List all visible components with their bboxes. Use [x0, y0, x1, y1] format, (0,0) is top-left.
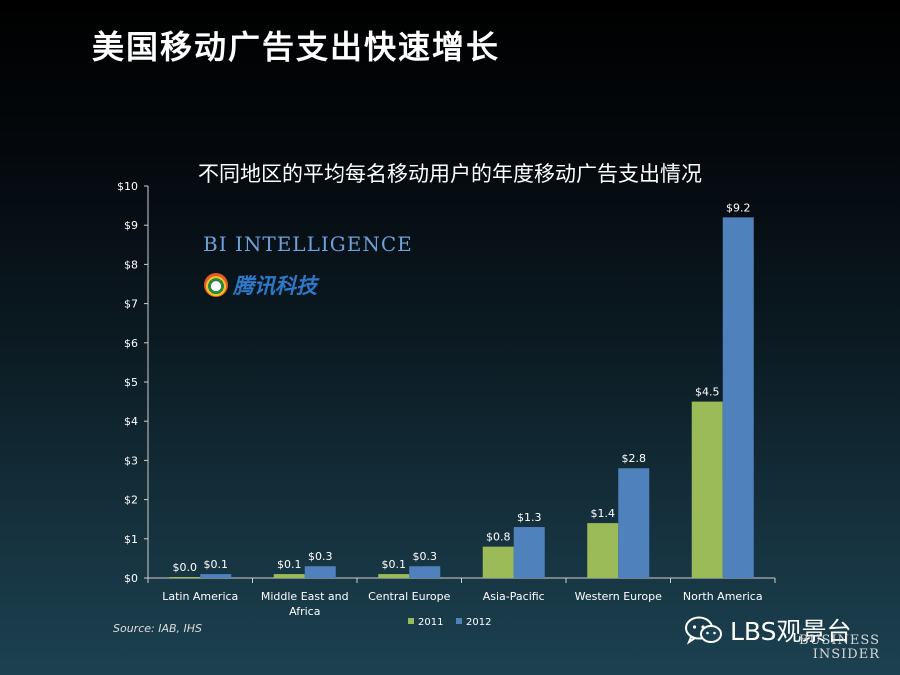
watermark-text: LBS观景台 [730, 617, 852, 646]
business-insider-logo: BUSINESS INSIDER [790, 634, 880, 662]
data-label-2012-1: $0.3 [308, 550, 333, 563]
tencent-logo-text: 腾讯科技 [233, 274, 317, 298]
y-tick-label: $3 [124, 454, 138, 467]
x-category-label: Asia-Pacific [483, 590, 545, 603]
data-label-2011-3: $0.8 [486, 531, 511, 544]
y-tick-label: $5 [124, 376, 138, 389]
y-tick-label: $7 [124, 298, 138, 311]
bar-2012-2 [409, 566, 441, 578]
bar-2012-0 [200, 574, 232, 578]
bar-2012-3 [513, 527, 545, 578]
y-tick-label: $9 [124, 219, 138, 232]
bar-2012-4 [618, 468, 650, 578]
slide-title: 美国移动广告支出快速增长 [92, 28, 501, 66]
bar-2011-5 [691, 401, 723, 578]
chart-bars: $0.0 $0.1 $0.1 $0.8 $1.4 $4.5 $0.1 $0.3 $0.3 $1.3… [169, 201, 754, 579]
wechat-icon [685, 616, 722, 645]
y-tick-label: $10 [117, 180, 138, 193]
data-label-2011-4: $1.4 [591, 507, 616, 520]
y-tick-label: $8 [124, 258, 138, 271]
legend-swatch-2011 [408, 618, 414, 624]
source-note: Source: IAB, IHS [113, 622, 203, 635]
bar-2011-4 [587, 523, 619, 578]
data-label-2012-5: $9.2 [726, 201, 751, 214]
x-category-label: Latin America [162, 590, 238, 603]
bar-2011-3 [482, 546, 514, 578]
business-insider-line-2: INSIDER [812, 647, 880, 662]
data-label-2011-5: $4.5 [695, 386, 720, 399]
tencent-tech-logo: 腾讯科技 [204, 270, 317, 300]
data-label-2012-0: $0.1 [204, 558, 229, 571]
data-label-2012-2: $0.3 [413, 550, 438, 563]
legend-swatch-2012 [456, 618, 462, 624]
chart-title: 不同地区的平均每名移动用户的年度移动广告支出情况 [198, 162, 702, 186]
x-category-label: Africa [289, 605, 320, 618]
wechat-watermark: LBS观景台 [684, 612, 852, 648]
data-label-2011-2: $0.1 [382, 558, 407, 571]
bi-intelligence-logo: BI INTELLIGENCE [203, 232, 413, 256]
x-category-label: Middle East and [261, 590, 349, 603]
bar-2012-5 [722, 217, 754, 579]
business-insider-line-1: BUSINESS [799, 633, 880, 648]
bar-2012-1 [304, 566, 336, 578]
data-label-2011-1: $0.1 [277, 558, 302, 571]
y-tick-label: $6 [124, 337, 138, 350]
y-tick-label: $4 [124, 415, 138, 428]
x-category-label: North America [683, 590, 763, 603]
bar-2011-0 [169, 577, 201, 578]
chart-axes: $0 $1 $2 $3 $4 $5 $6 $7 $8 $9 $10 Latin America Midd… [117, 180, 776, 618]
chart-legend: 2011 2012 [408, 617, 491, 628]
y-tick-label: $0 [124, 572, 138, 585]
legend-label-2012: 2012 [466, 617, 491, 628]
y-tick-label: $2 [124, 494, 138, 507]
tencent-icon [204, 273, 228, 297]
legend-label-2011: 2011 [418, 617, 443, 628]
bar-2011-2 [378, 574, 410, 578]
data-label-2011-0: $0.0 [173, 561, 198, 574]
x-category-label: Central Europe [368, 590, 450, 603]
data-label-2012-4: $2.8 [622, 452, 647, 465]
bar-2011-1 [273, 574, 305, 578]
data-label-2012-3: $1.3 [517, 511, 542, 524]
x-category-label: Western Europe [575, 590, 663, 603]
y-tick-label: $1 [124, 533, 138, 546]
